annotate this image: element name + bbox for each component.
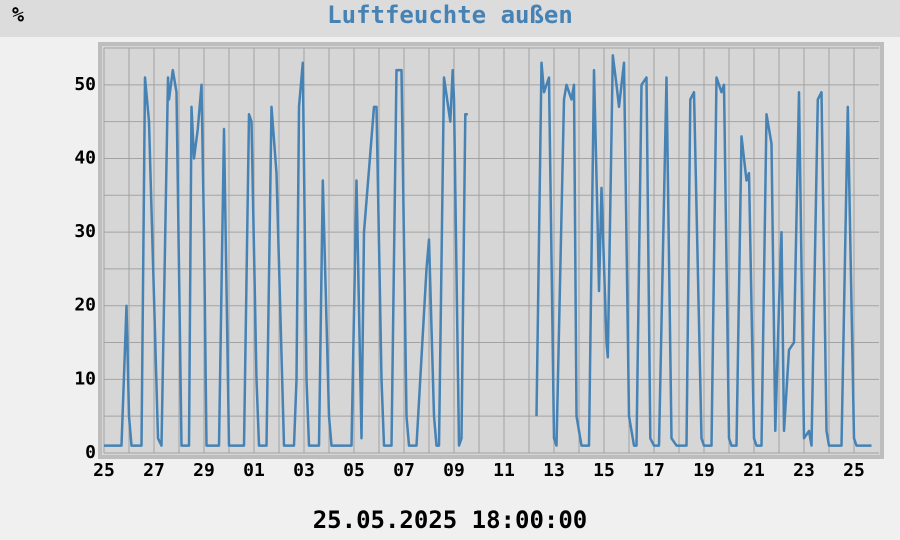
y-unit-label: %	[12, 3, 24, 27]
y-tick-label: 10	[74, 368, 96, 389]
x-tick-label: 15	[593, 460, 615, 481]
x-tick-label: 07	[393, 460, 415, 481]
title-band	[0, 0, 900, 37]
x-tick-label: 25	[843, 460, 865, 481]
x-tick-label: 13	[543, 460, 565, 481]
y-tick-label: 50	[74, 74, 96, 95]
y-tick-label: 20	[74, 295, 96, 316]
x-tick-label: 21	[743, 460, 765, 481]
x-tick-label: 03	[293, 460, 315, 481]
y-tick-label: 30	[74, 221, 96, 242]
y-tick-label: 40	[74, 147, 96, 168]
x-tick-label: 23	[793, 460, 815, 481]
data-line	[104, 54, 872, 447]
x-axis-label: 25.05.2025 18:00:00	[313, 506, 588, 534]
y-tick-label: 0	[85, 442, 96, 463]
x-tick-label: 27	[143, 460, 165, 481]
x-tick-label: 17	[643, 460, 665, 481]
x-tick-label: 09	[443, 460, 465, 481]
x-tick-label: 05	[343, 460, 365, 481]
chart-title: Luftfeuchte außen	[327, 1, 573, 29]
x-tick-label: 11	[493, 460, 515, 481]
x-tick-label: 25	[93, 460, 115, 481]
x-tick-label: 19	[693, 460, 715, 481]
x-tick-label: 01	[243, 460, 265, 481]
x-tick-label: 29	[193, 460, 215, 481]
